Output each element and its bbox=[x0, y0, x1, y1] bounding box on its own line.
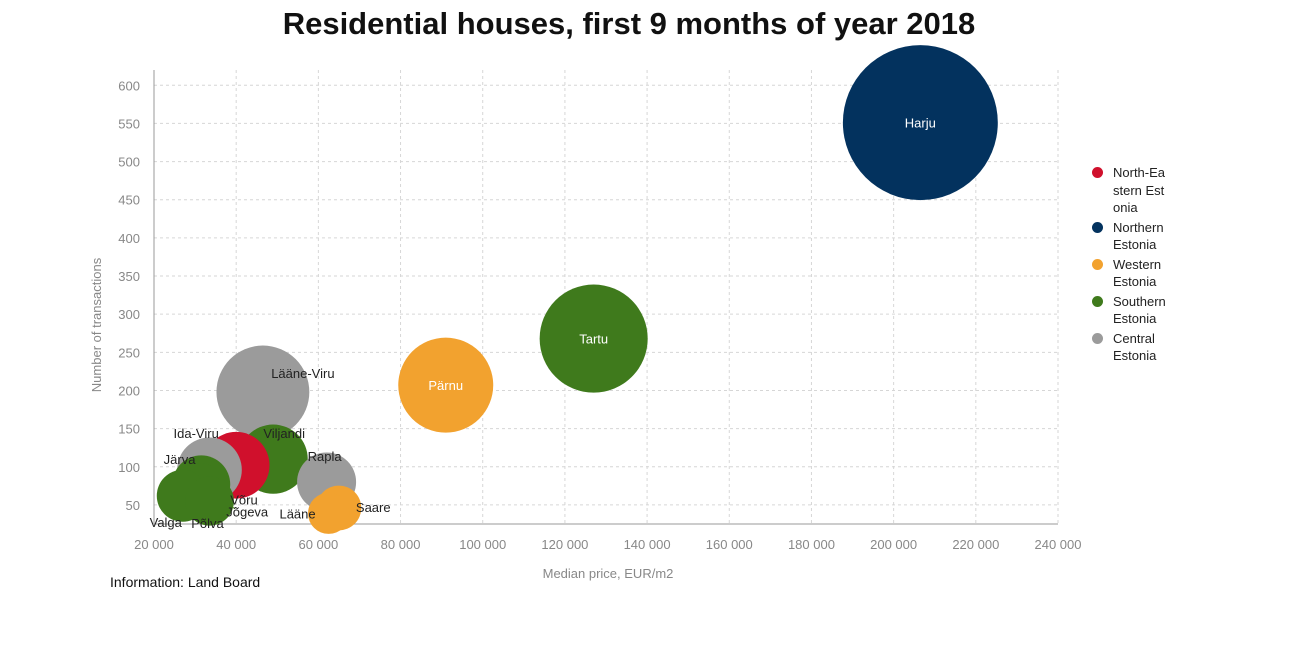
bubble-l-ne-viru[interactable] bbox=[216, 345, 310, 439]
source-note: Information: Land Board bbox=[110, 574, 261, 590]
x-tick-label: 40 000 bbox=[216, 537, 256, 552]
legend-label: Central Estonia bbox=[1113, 330, 1157, 364]
legend-item[interactable]: Southern Estonia bbox=[1092, 293, 1182, 328]
x-tick-label: 20 000 bbox=[134, 537, 174, 552]
bubble-label: Järva bbox=[164, 452, 197, 467]
legend-marker-icon bbox=[1092, 295, 1103, 307]
bubble-label: Saare bbox=[356, 500, 391, 515]
x-tick-label: 240 000 bbox=[1035, 537, 1082, 552]
legend-item[interactable]: North-Eastern Estonia bbox=[1092, 164, 1182, 217]
x-tick-label: 140 000 bbox=[624, 537, 671, 552]
y-tick-label: 300 bbox=[118, 307, 140, 322]
y-tick-label: 50 bbox=[126, 498, 140, 513]
legend-marker-icon bbox=[1092, 221, 1103, 233]
bubble-label: Lääne-Viru bbox=[271, 366, 334, 381]
x-tick-label: 80 000 bbox=[381, 537, 421, 552]
bubble-label: Harju bbox=[905, 116, 936, 131]
bubble-label: Rapla bbox=[308, 449, 343, 464]
legend-item[interactable]: Central Estonia bbox=[1092, 330, 1182, 365]
x-tick-label: 180 000 bbox=[788, 537, 835, 552]
legend-item[interactable]: Northern Estonia bbox=[1092, 219, 1182, 254]
legend-label: Northern Estonia bbox=[1113, 219, 1164, 253]
legend: North-Eastern Estonia Northern Estonia Wes… bbox=[1092, 164, 1182, 367]
bubble-l-ne[interactable] bbox=[308, 492, 350, 534]
axes: 20 000 40 000 60 000 80 000 100 000 120 000 14… bbox=[118, 70, 1082, 552]
bubble-label: Viljandi bbox=[263, 426, 305, 441]
legend-item[interactable]: Western Estonia bbox=[1092, 256, 1182, 291]
x-axis-title: Median price, EUR/m2 bbox=[543, 566, 674, 581]
legend-label: North-Eastern Estonia bbox=[1113, 165, 1166, 215]
y-tick-label: 400 bbox=[118, 231, 140, 246]
y-axis-title: Number of transactions bbox=[89, 257, 104, 392]
legend-label: Western Estonia bbox=[1113, 256, 1162, 290]
y-tick-label: 350 bbox=[118, 269, 140, 284]
legend-marker-icon bbox=[1092, 332, 1103, 344]
bubble-label: Pärnu bbox=[428, 378, 463, 393]
y-tick-label: 550 bbox=[118, 116, 140, 131]
y-tick-label: 150 bbox=[118, 422, 140, 437]
bubble-labels: Harju Tartu Pärnu Lääne-Viru Viljandi Ida-Vir… bbox=[150, 116, 936, 531]
x-tick-label: 60 000 bbox=[298, 537, 338, 552]
bubble-label: Ida-Viru bbox=[174, 426, 219, 441]
x-tick-label: 200 000 bbox=[870, 537, 917, 552]
legend-marker-icon bbox=[1092, 258, 1103, 270]
bubble-p-rnu[interactable] bbox=[398, 337, 494, 433]
bubble-tartu[interactable] bbox=[539, 284, 648, 393]
bubble-p-lva[interactable] bbox=[184, 476, 234, 526]
x-tick-label: 220 000 bbox=[952, 537, 999, 552]
y-tick-label: 600 bbox=[118, 78, 140, 93]
y-tick-label: 200 bbox=[118, 383, 140, 398]
x-tick-label: 100 000 bbox=[459, 537, 506, 552]
y-tick-label: 100 bbox=[118, 460, 140, 475]
bubble-label: Valga bbox=[150, 515, 183, 530]
bubble-label: Võru bbox=[230, 492, 257, 507]
bubble-label: Lääne bbox=[279, 506, 315, 521]
x-tick-label: 120 000 bbox=[541, 537, 588, 552]
bubbles bbox=[156, 45, 998, 534]
x-tick-label: 160 000 bbox=[706, 537, 753, 552]
chart-title: Residential houses, first 9 months of ye… bbox=[282, 6, 976, 41]
legend-marker-icon bbox=[1092, 167, 1103, 178]
y-tick-label: 500 bbox=[118, 155, 140, 170]
legend-label: Southern Estonia bbox=[1113, 293, 1166, 327]
bubble-label: Tartu bbox=[579, 332, 608, 347]
y-tick-label: 250 bbox=[118, 345, 140, 360]
bubble-label: Põlva bbox=[191, 516, 224, 531]
y-tick-label: 450 bbox=[118, 193, 140, 208]
bubble-label: Jõgeva bbox=[226, 504, 269, 519]
bubble-harju[interactable] bbox=[842, 45, 998, 201]
